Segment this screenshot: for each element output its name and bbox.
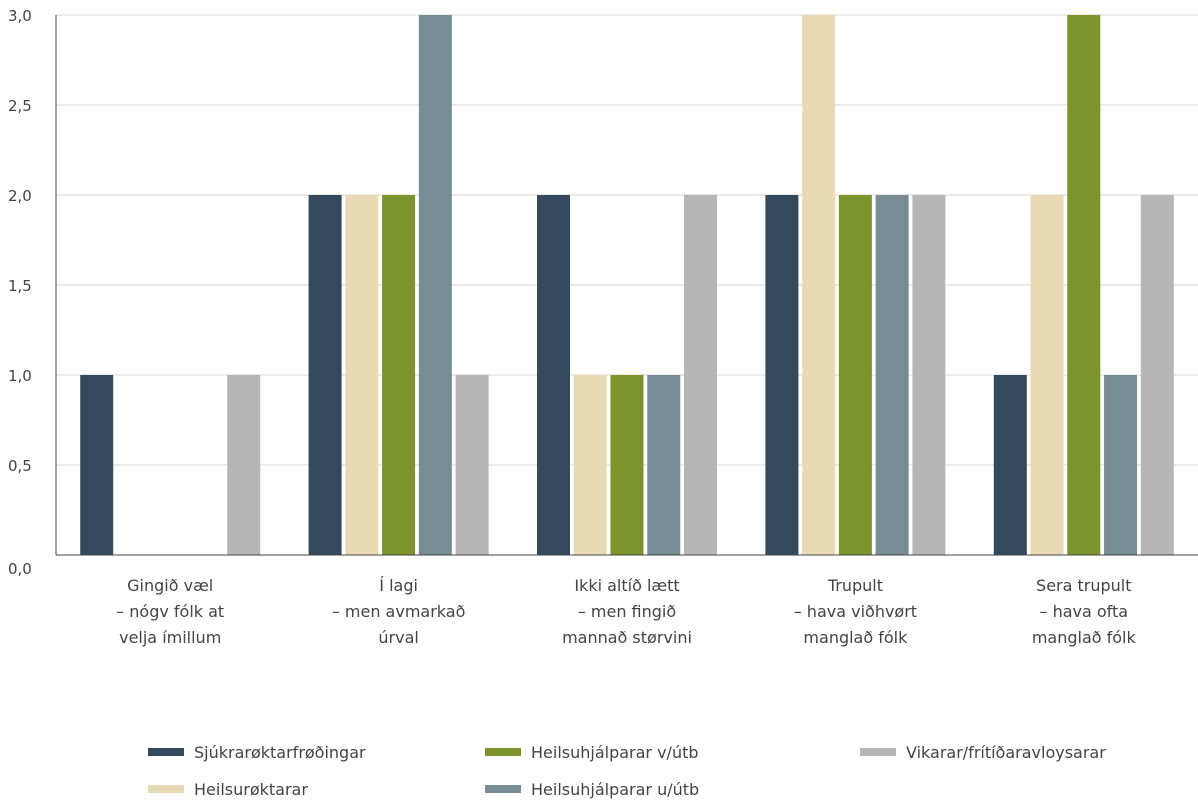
bar	[875, 195, 909, 555]
bar	[537, 195, 570, 555]
legend-label: Sjúkrarøktarfrøðingar	[194, 743, 366, 762]
legend-label: Heilsuhjálparar u/útb	[531, 780, 699, 799]
bar	[227, 375, 261, 555]
legend-label: Heilsurøktarar	[194, 780, 308, 799]
bar	[1067, 15, 1101, 555]
y-tick-label: 1,5	[8, 277, 32, 295]
category-label: manglað fólk	[1032, 628, 1137, 647]
category-label: Gingið væl	[127, 576, 213, 595]
category-label: Sera trupult	[1036, 576, 1131, 595]
category-label: úrval	[378, 628, 418, 647]
category-label: – hava ofta	[1039, 602, 1128, 621]
bar	[765, 195, 799, 555]
bar	[802, 15, 836, 555]
legend-label: Vikarar/frítíðaravloysarar	[906, 743, 1106, 762]
y-tick-label: 1,0	[8, 367, 32, 385]
bar	[418, 15, 452, 555]
bar	[345, 195, 379, 555]
bar	[1030, 195, 1064, 555]
bar	[382, 195, 416, 555]
bar	[573, 375, 607, 555]
bar	[838, 195, 872, 555]
category-label: – hava viðhvørt	[794, 602, 917, 621]
category-label: Í lagi	[379, 576, 418, 595]
category-label: Ikki altíð lætt	[574, 576, 679, 595]
bar	[610, 375, 644, 555]
legend-label: Heilsuhjálparar v/útb	[531, 743, 699, 762]
bar	[455, 375, 489, 555]
y-tick-label: 0,0	[8, 560, 32, 578]
category-label: Trupult	[827, 576, 883, 595]
y-tick-label: 0,5	[8, 457, 32, 475]
legend-swatch	[148, 785, 184, 793]
y-tick-label: 3,0	[8, 7, 32, 25]
bar	[308, 195, 342, 555]
category-label: velja ímillum	[119, 628, 221, 647]
bar	[80, 375, 114, 555]
bar	[684, 195, 717, 555]
y-tick-label: 2,5	[8, 97, 32, 115]
legend-swatch	[148, 748, 184, 756]
legend-swatch	[860, 748, 896, 756]
axes	[55, 15, 1198, 556]
bar	[1104, 375, 1138, 555]
bar	[1140, 195, 1174, 555]
bar	[647, 375, 681, 555]
bar	[993, 375, 1027, 555]
category-label: – men avmarkað	[332, 602, 466, 621]
legend-swatch	[485, 748, 521, 756]
y-axis-ticks: 0,0 0,5 1,0 1,5 2,0 2,5 3,0	[8, 7, 32, 578]
category-labels: Gingið væl – nógv fólk at velja ímillum Í l…	[116, 576, 1136, 647]
category-label: manglað fólk	[803, 628, 908, 647]
bars	[80, 15, 1174, 555]
category-label: – nógv fólk at	[116, 602, 224, 621]
category-label: mannað størvini	[562, 628, 692, 647]
y-tick-label: 2,0	[8, 187, 32, 205]
legend-swatch	[485, 785, 521, 793]
category-label: – men fingið	[578, 602, 676, 621]
bar	[912, 195, 946, 555]
legend: Sjúkrarøktarfrøðingar Heilsurøktarar Heils…	[148, 743, 1106, 799]
